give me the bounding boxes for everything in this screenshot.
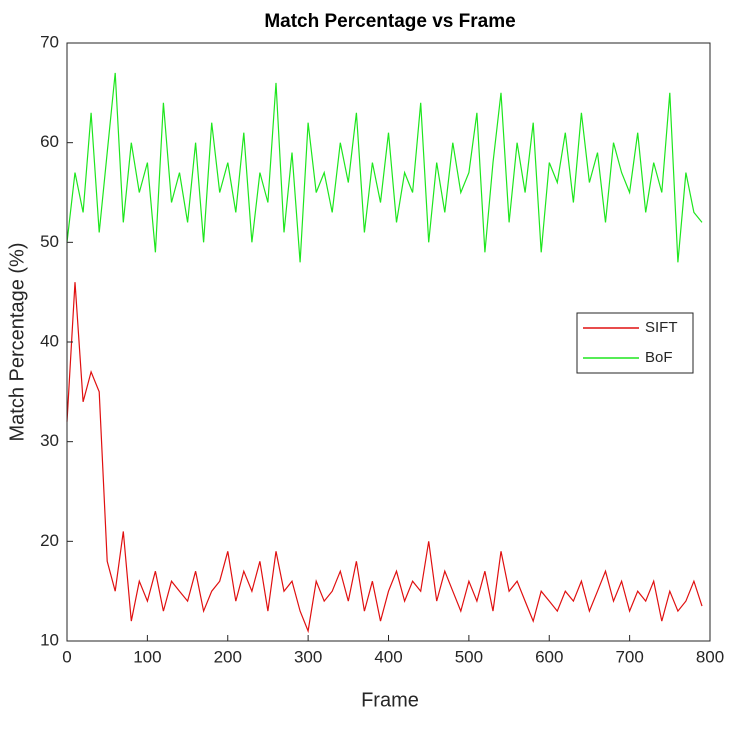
series-line <box>66 72 703 263</box>
legend-label: SIFT <box>645 319 678 336</box>
legend-box <box>576 312 694 374</box>
x-tick-label: 400 <box>374 647 402 666</box>
x-tick-label: 300 <box>294 647 322 666</box>
x-tick-label: 600 <box>535 647 563 666</box>
x-axis-label: Frame <box>361 689 419 711</box>
x-tick-label: 0 <box>62 647 71 666</box>
x-tick-label: 500 <box>455 647 483 666</box>
y-tick-label: 10 <box>40 630 59 649</box>
y-tick-label: 70 <box>40 32 59 51</box>
x-tick-label: 200 <box>214 647 242 666</box>
x-tick-label: 100 <box>133 647 161 666</box>
x-tick-label: 700 <box>615 647 643 666</box>
y-tick-label: 30 <box>40 431 59 450</box>
series-line <box>66 282 703 634</box>
y-tick-label: 40 <box>40 331 59 350</box>
x-tick-label: 800 <box>696 647 724 666</box>
y-tick-label: 50 <box>40 232 59 251</box>
y-tick-label: 60 <box>40 132 59 151</box>
y-tick-label: 20 <box>40 531 59 550</box>
chart-title: Match Percentage vs Frame <box>264 11 515 32</box>
y-axis-label: Match Percentage (%) <box>6 243 28 442</box>
legend-label: BoF <box>645 349 673 366</box>
